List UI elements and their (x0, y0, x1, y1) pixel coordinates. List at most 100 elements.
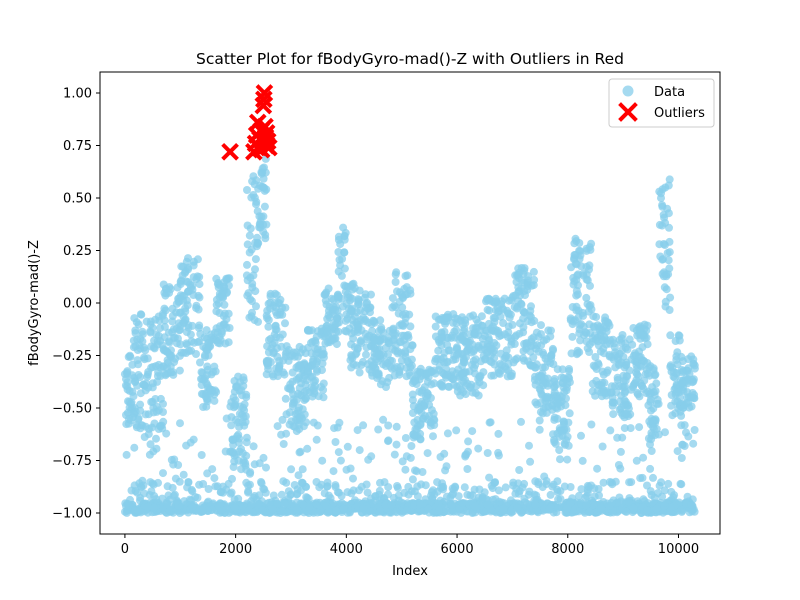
data-point (143, 354, 152, 363)
data-point (672, 388, 681, 397)
y-axis: −1.00 −0.75 −0.50 −0.25 0.00 0.25 0.50 0.75 1.00 (52, 87, 100, 522)
data-point (689, 439, 698, 448)
data-point (281, 303, 290, 312)
data-point (395, 368, 404, 377)
data-point (330, 334, 339, 343)
data-point (194, 305, 203, 314)
data-point (658, 221, 667, 230)
data-point (154, 425, 163, 433)
data-point (171, 474, 180, 483)
data-point (305, 503, 314, 511)
data-point (252, 242, 261, 251)
data-point (647, 491, 656, 499)
data-point (573, 349, 582, 357)
data-point (550, 383, 559, 392)
data-point (415, 387, 424, 396)
data-point (589, 312, 598, 321)
data-point (363, 298, 371, 307)
data-point (679, 403, 688, 412)
data-point (454, 492, 463, 501)
data-point (339, 505, 348, 513)
data-point (615, 397, 624, 406)
data-point (126, 352, 135, 361)
data-point (582, 293, 591, 302)
data-point (152, 434, 160, 443)
data-point (440, 449, 449, 458)
data-point (458, 369, 467, 378)
data-point (558, 427, 566, 436)
data-point (176, 419, 184, 428)
data-point (526, 312, 535, 321)
data-point (638, 343, 647, 352)
data-point (572, 260, 581, 269)
data-point (553, 365, 562, 374)
data-point (437, 341, 446, 350)
data-point (131, 326, 140, 335)
data-point (504, 353, 513, 362)
data-point (656, 252, 665, 261)
data-point (264, 358, 273, 367)
data-point (242, 438, 251, 447)
data-point (330, 424, 339, 433)
data-point (272, 364, 280, 373)
data-point (304, 326, 313, 335)
data-point (486, 345, 495, 354)
data-point (382, 383, 390, 391)
data-point (234, 494, 243, 503)
data-point (153, 377, 162, 386)
data-point (406, 289, 415, 298)
data-point (462, 450, 471, 459)
data-point (496, 312, 505, 321)
data-point (122, 450, 131, 459)
data-point (619, 383, 628, 392)
data-point (402, 506, 411, 515)
data-point (533, 400, 541, 409)
data-point (475, 485, 484, 494)
data-point (429, 508, 438, 517)
data-point (677, 507, 686, 516)
data-point (638, 473, 647, 482)
data-point (415, 405, 424, 414)
data-point (182, 328, 191, 336)
data-point (442, 492, 451, 501)
data-point (407, 442, 416, 450)
data-point (645, 417, 654, 426)
data-point (575, 239, 584, 247)
data-point (401, 465, 410, 474)
data-point (146, 317, 155, 326)
data-point (429, 409, 438, 418)
data-point (635, 423, 644, 432)
data-point (400, 488, 409, 497)
data-point (409, 430, 418, 439)
data-point (136, 424, 145, 433)
data-point (468, 427, 477, 436)
data-point (286, 491, 295, 499)
y-tick-label: 1.00 (63, 87, 92, 102)
y-tick-label: 0.50 (63, 192, 92, 207)
data-point (262, 463, 270, 472)
data-point (684, 432, 693, 441)
data-point (544, 326, 553, 335)
data-point (227, 421, 236, 430)
data-point (279, 477, 288, 486)
data-point (197, 451, 206, 459)
x-tick-label: 8000 (551, 542, 584, 557)
data-point (542, 408, 551, 417)
data-point (151, 395, 160, 403)
data-point (535, 425, 544, 434)
data-point (668, 411, 677, 420)
data-point (379, 415, 388, 424)
data-point (547, 351, 556, 360)
data-point (640, 376, 649, 385)
data-point (297, 486, 305, 495)
data-point (458, 499, 467, 508)
data-point (204, 339, 213, 348)
data-point (510, 303, 519, 311)
data-point (286, 380, 295, 389)
data-point (142, 379, 151, 388)
data-point (247, 312, 256, 321)
data-point (353, 426, 362, 435)
data-point (568, 332, 577, 341)
data-point (629, 324, 638, 332)
data-point (320, 489, 329, 498)
